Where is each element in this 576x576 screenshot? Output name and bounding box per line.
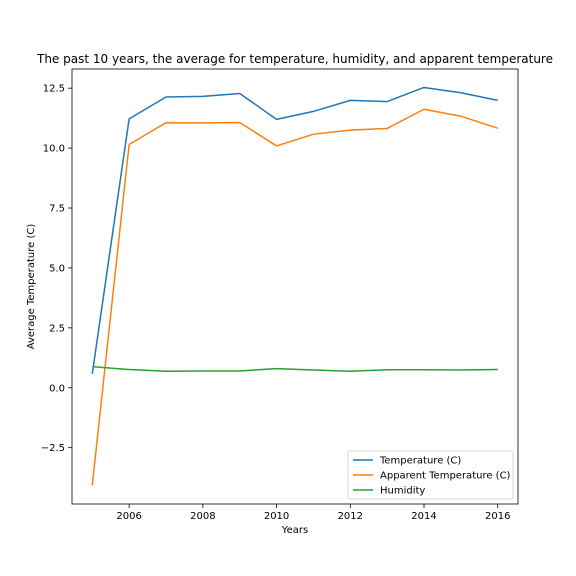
- y-axis: −2.5 0.0 2.5 5.0 7.5 10.0 12.5: [41, 84, 72, 454]
- legend-box: [347, 450, 514, 500]
- series-line-1: [91, 86, 498, 374]
- y-tick-label: 2.5: [49, 323, 65, 334]
- x-tick-label: 2008: [190, 511, 215, 522]
- series-line-2: [91, 108, 498, 486]
- y-tick-label: 5.0: [49, 263, 65, 274]
- x-axis: 2006 2008 2010 2012 2014 2016: [116, 504, 510, 522]
- legend-entry-1: Temperature (C): [379, 456, 461, 467]
- y-tick-label: 0.0: [49, 383, 65, 394]
- x-tick-label: 2016: [485, 511, 510, 522]
- y-tick-label: 10.0: [43, 144, 65, 155]
- y-tick-label: −2.5: [41, 443, 65, 454]
- x-tick-label: 2012: [338, 511, 363, 522]
- y-tick-label: 7.5: [49, 204, 65, 215]
- series-lines: [91, 86, 498, 486]
- x-tick-label: 2006: [116, 511, 141, 522]
- x-tick-label: 2010: [264, 511, 289, 522]
- legend: Temperature (C) Apparent Temperature (C) H…: [347, 450, 514, 500]
- x-axis-label: Years: [281, 525, 308, 536]
- x-tick-label: 2014: [411, 511, 436, 522]
- series-line-3: [92, 365, 498, 372]
- legend-entry-2: Apparent Temperature (C): [380, 471, 511, 482]
- legend-entry-3: Humidity: [380, 486, 425, 497]
- y-tick-label: 12.5: [43, 84, 65, 95]
- plot-area: [71, 68, 519, 505]
- y-axis-label: Average Temperature (C): [26, 224, 37, 350]
- chart-title: The past 10 years, the average for tempe…: [36, 52, 553, 66]
